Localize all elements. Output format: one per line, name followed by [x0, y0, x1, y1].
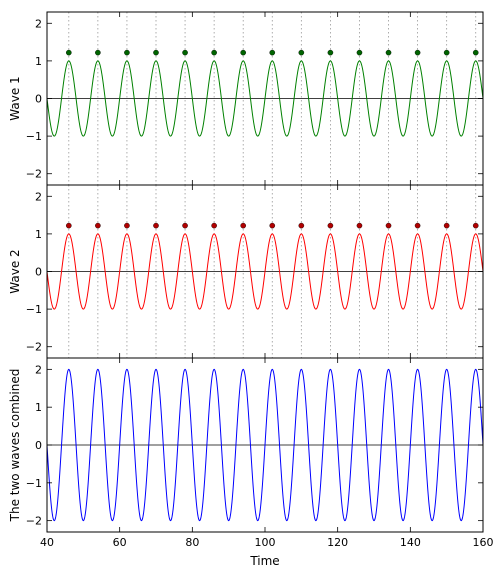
- data-point: [356, 49, 363, 56]
- y-tick-label: 1: [35, 228, 42, 241]
- data-point: [182, 222, 188, 229]
- data-point: [327, 49, 334, 56]
- data-point: [472, 49, 479, 56]
- y-tick-label: 2: [35, 190, 42, 203]
- x-tick-label: 60: [113, 536, 127, 549]
- data-point: [240, 49, 246, 56]
- y-tick-label: 0: [35, 266, 42, 279]
- y-tick-label: −2: [26, 515, 42, 528]
- x-tick-label: 80: [185, 536, 199, 549]
- data-point: [153, 222, 159, 229]
- x-tick-label: 100: [255, 536, 276, 549]
- x-axis-label: Time: [249, 554, 279, 568]
- data-point: [240, 222, 246, 229]
- data-point: [124, 49, 130, 56]
- data-point: [66, 49, 72, 56]
- y-tick-label: −2: [26, 168, 42, 181]
- y-tick-label: 1: [35, 401, 42, 414]
- y-axis-label: The two waves combined: [8, 369, 22, 523]
- data-point: [472, 222, 479, 229]
- y-tick-label: −1: [26, 303, 42, 316]
- data-point: [95, 222, 101, 229]
- data-point: [356, 222, 363, 229]
- data-point: [414, 49, 421, 56]
- data-point: [327, 222, 334, 229]
- x-tick-label: 140: [400, 536, 421, 549]
- data-point: [385, 49, 392, 56]
- data-point: [182, 49, 188, 56]
- x-tick-label: 160: [473, 536, 494, 549]
- y-axis-label: Wave 1: [8, 76, 22, 120]
- data-point: [385, 222, 392, 229]
- data-point: [95, 49, 101, 56]
- data-point: [66, 222, 72, 229]
- series-line: [47, 60, 483, 137]
- data-point: [298, 49, 305, 56]
- x-tick-label: 120: [327, 536, 348, 549]
- data-point: [211, 49, 217, 56]
- data-point: [414, 222, 421, 229]
- series-line: [47, 368, 483, 522]
- data-point: [269, 222, 276, 229]
- y-tick-label: 0: [35, 439, 42, 452]
- y-tick-label: 0: [35, 93, 42, 106]
- data-point: [443, 222, 450, 229]
- y-tick-label: −2: [26, 341, 42, 354]
- data-point: [269, 49, 276, 56]
- data-point: [124, 222, 130, 229]
- y-tick-label: 2: [35, 363, 42, 376]
- data-point: [298, 222, 305, 229]
- y-tick-label: −1: [26, 477, 42, 490]
- x-tick-label: 40: [40, 536, 54, 549]
- y-tick-label: 2: [35, 17, 42, 30]
- y-axis-label: Wave 2: [8, 249, 22, 293]
- y-tick-label: −1: [26, 130, 42, 143]
- series-line: [47, 233, 483, 310]
- data-point: [443, 49, 450, 56]
- data-point: [153, 49, 159, 56]
- data-point: [211, 222, 217, 229]
- y-tick-label: 1: [35, 55, 42, 68]
